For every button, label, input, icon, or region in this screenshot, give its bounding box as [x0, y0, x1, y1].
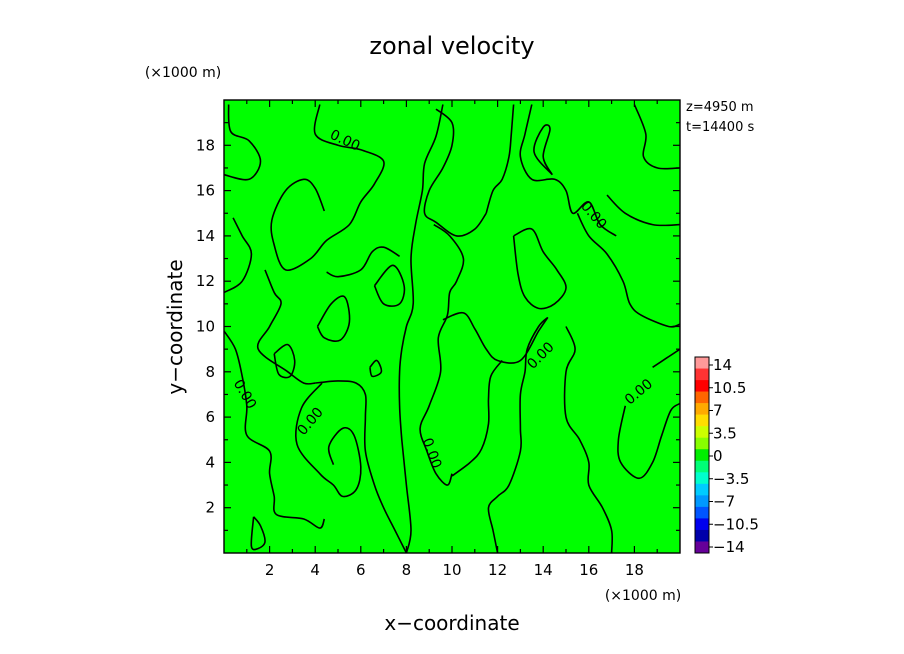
annotation-z: z=4950 m: [686, 100, 754, 115]
contour-line-2: [223, 217, 253, 294]
annotation-t: t=14400 s: [686, 120, 754, 135]
contour-line-11: [256, 269, 316, 385]
contour-line-3: [223, 330, 326, 529]
velocity-field: [224, 100, 680, 553]
colorbar-swatch: [695, 391, 709, 404]
contour-line-18: [519, 104, 617, 237]
y-tick-label: 10: [196, 318, 215, 336]
colorbar-swatch: [695, 368, 709, 381]
x-tick-label: 6: [356, 561, 366, 579]
x-axis-ticks: 2 4 6 8 10 12 14 16 18: [246, 100, 658, 579]
colorbar-label: −7: [713, 493, 735, 511]
contour-line-6: [316, 295, 351, 342]
x-tick-label: 12: [488, 561, 507, 579]
x-tick-label: 18: [625, 561, 644, 579]
contour-line-5: [273, 343, 296, 379]
colorbar-swatch: [695, 460, 709, 473]
y-tick-label: 8: [205, 363, 215, 381]
x-tick-label: 8: [402, 561, 412, 579]
colorbar-label: −14: [713, 538, 745, 556]
colorbar-swatch: [695, 403, 709, 415]
contour-line-21: [533, 124, 554, 176]
colorbar-swatch: [695, 495, 709, 508]
colorbar-label: −10.5: [713, 515, 759, 533]
contour-line-13: [398, 104, 444, 554]
contour-line-25: [487, 316, 549, 554]
y-tick-label: 16: [196, 182, 215, 200]
x-tick-label: 14: [534, 561, 553, 579]
x-tick-label: 4: [310, 561, 320, 579]
colorbar-swatch: [695, 414, 709, 427]
contour-line-26: [563, 326, 614, 554]
contour-line-7: [373, 264, 406, 307]
contour-line-23: [633, 104, 681, 170]
colorbar-label: 3.5: [713, 424, 737, 442]
contour-line-14: [326, 246, 401, 278]
colorbar-swatch: [695, 380, 709, 392]
colorbar-label: −3.5: [713, 470, 749, 488]
chart-title: zonal velocity: [369, 32, 534, 60]
contour-line-10: [315, 380, 408, 554]
x-axis-unit: (×1000 m): [605, 588, 681, 604]
contour-line-16: [442, 311, 549, 364]
contour-line-15: [419, 223, 465, 486]
colorbar-label: 7: [713, 402, 723, 420]
x-tick-label: 16: [579, 561, 598, 579]
y-tick-label: 14: [196, 227, 215, 245]
y-tick-label: 12: [196, 272, 215, 290]
colorbar-label: 10.5: [713, 379, 746, 397]
colorbar-label: 0: [713, 447, 723, 465]
colorbar-swatch: [695, 518, 709, 531]
y-axis-unit: (×1000 m): [145, 65, 221, 81]
y-tick-label: 18: [196, 136, 215, 154]
contour-line-0: [223, 104, 262, 181]
colorbar-swatch: [695, 506, 709, 519]
colorbar: 14 10.5 7 3.5 0 −3.5 −7 −10.5 −14: [694, 356, 759, 556]
colorbar-label: 14: [713, 356, 732, 374]
colorbar-frame: [694, 356, 710, 554]
contour-line-19: [485, 104, 515, 214]
colorbar-swatch: [695, 483, 709, 496]
contour-line-8: [369, 359, 383, 378]
x-tick-label: 2: [265, 561, 275, 579]
contour-line-9: [295, 382, 362, 498]
y-tick-label: 4: [205, 453, 215, 471]
contour-line-4: [250, 516, 266, 551]
contour-line-20: [512, 227, 567, 310]
contour-line-27: [652, 348, 681, 368]
contour-line-28: [617, 402, 681, 480]
y-tick-label: 6: [205, 408, 215, 426]
colorbar-swatch: [695, 426, 709, 439]
contour-line-22: [576, 212, 681, 328]
contour-line-24: [606, 194, 681, 227]
contour-line-17: [451, 360, 503, 477]
y-tick-label: 2: [205, 499, 215, 517]
contour-line-1: [270, 104, 385, 272]
contour-lines: [223, 104, 681, 554]
contour-line-12: [423, 108, 487, 237]
colorbar-swatch: [695, 449, 709, 462]
x-axis-label: x−coordinate: [384, 611, 519, 635]
x-tick-label: 10: [442, 561, 461, 579]
colorbar-swatch: [695, 437, 709, 450]
colorbar-swatch: [695, 541, 709, 554]
colorbar-swatch: [695, 529, 709, 542]
y-axis-ticks: 2 4 6 8 10 12 14 16 18: [196, 122, 680, 531]
y-axis-label: y−coordinate: [163, 259, 187, 394]
colorbar-swatch: [695, 357, 709, 369]
colorbar-swatch: [695, 472, 709, 485]
